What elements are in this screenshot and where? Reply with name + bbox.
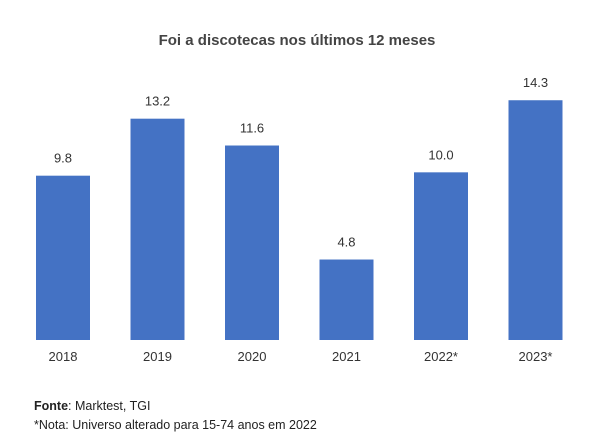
bar-2020 — [225, 145, 279, 340]
bar-2018 — [36, 175, 90, 340]
chart-footer: Fonte: Marktest, TGI *Nota: Universo alt… — [34, 397, 317, 435]
tick-labels-layer: 2018 2019 2020 2021 2022* 2023* — [49, 349, 553, 364]
source-label: Fonte — [34, 399, 69, 413]
data-label-2020: 11.6 — [240, 121, 264, 136]
x-tick-label-2023-star: 2023* — [519, 349, 553, 364]
bar-2019 — [130, 118, 185, 340]
value-labels-layer: 9.8 13.2 11.6 4.8 10.0 14.3 — [54, 75, 548, 249]
source-text: : Marktest, TGI — [68, 399, 151, 413]
data-label-2023-star: 14.3 — [523, 75, 548, 90]
x-tick-label-2020: 2020 — [238, 349, 267, 364]
data-label-2022-star: 10.0 — [428, 147, 453, 162]
x-tick-label-2018: 2018 — [49, 349, 78, 364]
data-label-2019: 13.2 — [145, 94, 170, 109]
note-line: *Nota: Universo alterado para 15-74 anos… — [34, 418, 317, 432]
bar-2021 — [319, 259, 374, 340]
data-label-2021: 4.8 — [337, 235, 355, 250]
bar-2022-star — [414, 172, 468, 340]
x-tick-label-2022-star: 2022* — [424, 349, 458, 364]
data-label-2018: 9.8 — [54, 151, 72, 166]
chart-title: Foi a discotecas nos últimos 12 meses — [158, 32, 436, 49]
bar-2023-star — [508, 100, 563, 341]
source-line: Fonte: Marktest, TGI — [34, 397, 317, 416]
bars-layer — [36, 100, 563, 341]
x-tick-label-2019: 2019 — [143, 349, 172, 364]
bar-chart: 9.813.211.64.810.014.3 2018 2019 2020 2021 2… — [36, 75, 563, 364]
x-tick-label-2021: 2021 — [332, 349, 361, 364]
